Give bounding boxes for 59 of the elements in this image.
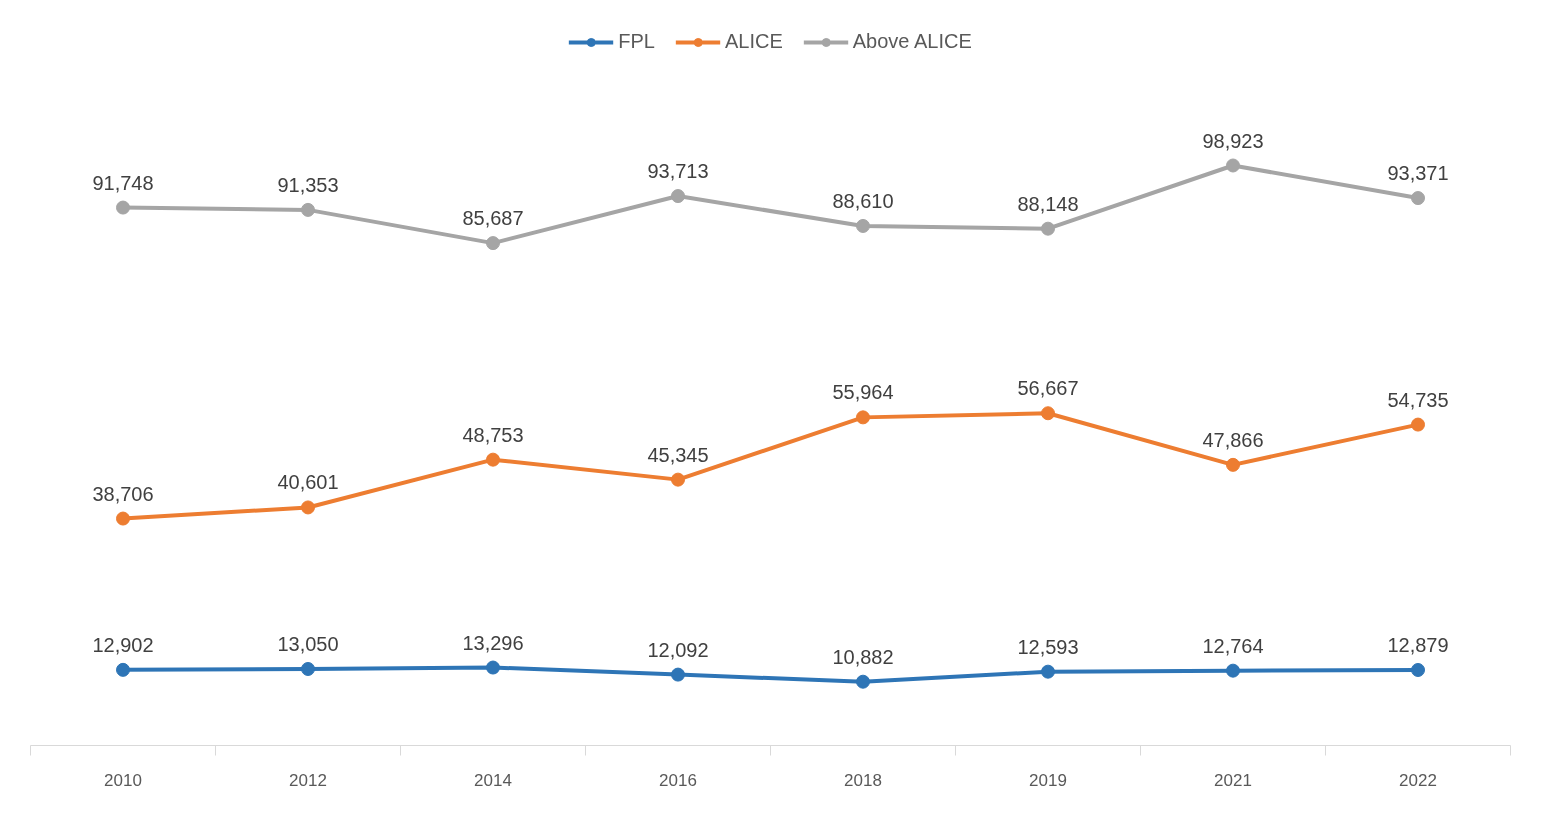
point (856, 674, 870, 689)
data-label: 10,882 (832, 645, 894, 668)
point (116, 662, 130, 677)
data-label: 91,748 (92, 171, 154, 194)
data-label: 93,713 (647, 160, 709, 183)
data-label: 56,667 (1017, 377, 1079, 400)
point (116, 200, 130, 215)
data-label: 47,866 (1202, 428, 1264, 451)
data-label: 85,687 (462, 207, 524, 230)
point (486, 236, 500, 251)
data-label: 12,764 (1202, 634, 1264, 657)
point (1041, 406, 1055, 421)
point (856, 218, 870, 233)
point (1226, 457, 1240, 472)
data-label: 12,879 (1387, 633, 1449, 656)
data-label: 13,050 (277, 632, 339, 655)
data-label: 48,753 (462, 423, 524, 446)
point (301, 202, 315, 217)
data-label: 98,923 (1202, 129, 1264, 152)
data-label: 38,706 (92, 482, 154, 505)
x-tick-label: 2012 (289, 770, 327, 790)
legend-label: Above ALICE (852, 30, 972, 53)
point (671, 189, 685, 204)
data-label: 13,296 (462, 631, 524, 654)
data-label: 55,964 (832, 381, 894, 404)
point (671, 667, 685, 682)
point (1041, 664, 1055, 679)
point (1411, 663, 1425, 677)
data-label: 88,148 (1017, 192, 1079, 215)
x-tick-label: 2010 (104, 770, 142, 790)
x-tick-label: 2021 (1214, 770, 1252, 790)
x-tick-label: 2014 (474, 770, 512, 790)
point (486, 452, 500, 467)
point (856, 410, 870, 425)
data-label: 91,353 (277, 173, 339, 196)
point (1411, 417, 1425, 432)
data-label: 45,345 (647, 443, 709, 466)
data-label: 12,902 (92, 633, 154, 656)
data-label: 12,593 (1017, 635, 1079, 658)
data-label: 12,092 (647, 638, 709, 661)
data-label: 40,601 (277, 471, 339, 494)
data-label: 93,371 (1387, 162, 1449, 185)
point (1411, 191, 1425, 206)
point (671, 472, 685, 487)
data-label: 54,735 (1387, 388, 1449, 411)
legend-label: FPL (618, 30, 655, 53)
x-tick-label: 2016 (659, 770, 697, 790)
data-label: 88,610 (832, 189, 894, 212)
x-tick-label: 2018 (844, 770, 882, 790)
legend-label: ALICE (724, 30, 783, 53)
point (1226, 158, 1240, 173)
point (301, 500, 315, 515)
point (486, 660, 500, 675)
x-tick-label: 2022 (1399, 770, 1437, 790)
point (1041, 221, 1055, 236)
point (116, 511, 130, 526)
x-tick-label: 2019 (1029, 770, 1067, 790)
point (301, 662, 315, 676)
point (1226, 663, 1240, 678)
